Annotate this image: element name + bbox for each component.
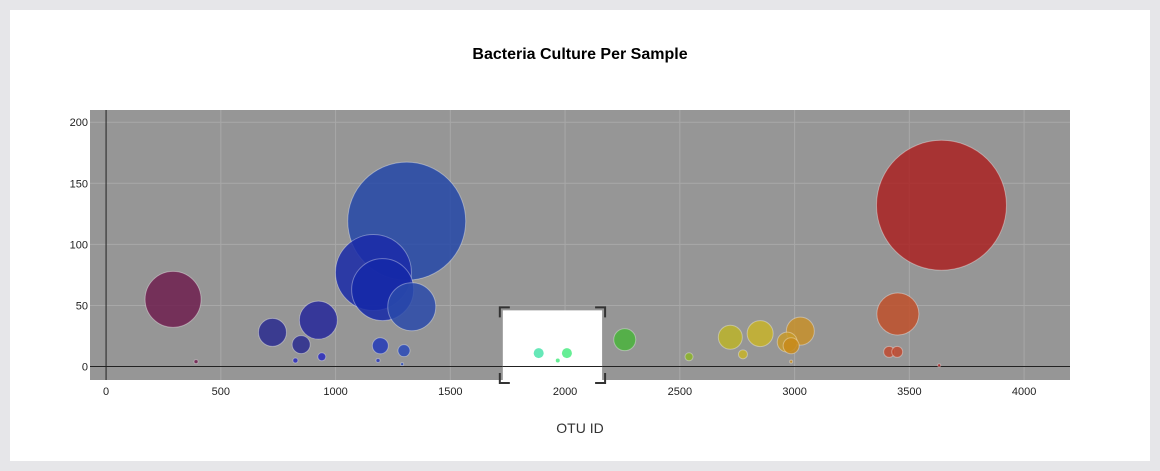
bubble-point[interactable] — [737, 349, 748, 360]
y-tick-label: 50 — [76, 300, 88, 312]
bubble-point[interactable] — [397, 344, 411, 358]
x-tick-label: 2500 — [668, 386, 692, 398]
y-tick-label: 0 — [82, 362, 88, 374]
selection-box[interactable] — [498, 306, 607, 384]
selected-bubble[interactable] — [561, 348, 572, 359]
bubble-chart[interactable]: 0 500 1000 1500 2000 2500 3000 3500 4000 0 50 100 15… — [10, 10, 1150, 461]
selection-fill — [502, 310, 603, 380]
bubble-point[interactable] — [876, 292, 920, 336]
selection-corner[interactable] — [498, 373, 510, 384]
bubble-point[interactable] — [144, 270, 202, 328]
bubble-point[interactable] — [746, 320, 774, 348]
bubble-point[interactable] — [292, 357, 299, 364]
x-tick-label: 3500 — [897, 386, 921, 398]
bubble-point[interactable] — [782, 337, 800, 355]
bubble-point[interactable] — [371, 337, 389, 355]
bubble-point[interactable] — [937, 363, 942, 368]
bubble-point[interactable] — [317, 352, 327, 362]
tick-labels: 0 500 1000 1500 2000 2500 3000 3500 4000 0 50 100 15… — [70, 117, 1037, 398]
x-tick-label: 1500 — [438, 386, 462, 398]
y-tick-label: 150 — [70, 178, 88, 190]
bubble-point[interactable] — [387, 282, 437, 332]
bubble-point[interactable] — [717, 324, 743, 350]
bubble-point[interactable] — [375, 357, 381, 363]
x-tick-label: 2000 — [553, 386, 577, 398]
bubble-point[interactable] — [400, 362, 405, 367]
bubbles — [144, 139, 1007, 368]
x-tick-label: 500 — [212, 386, 230, 398]
bubble-point[interactable] — [789, 359, 794, 364]
x-axis-title: OTU ID — [556, 420, 604, 436]
bubble-point[interactable] — [875, 139, 1007, 271]
selected-bubble[interactable] — [555, 358, 560, 363]
chart-title: Bacteria Culture Per Sample — [472, 46, 688, 63]
bubble-point[interactable] — [257, 317, 287, 347]
selection-corner[interactable] — [498, 306, 510, 318]
bubble-point[interactable] — [298, 300, 338, 340]
bubble-point[interactable] — [891, 345, 904, 358]
bubble-point[interactable] — [193, 359, 199, 365]
bubble-point[interactable] — [684, 352, 694, 362]
x-tick-label: 3000 — [782, 386, 806, 398]
bubble-point[interactable] — [613, 328, 637, 352]
selection-corner[interactable] — [595, 373, 607, 384]
x-tick-label: 4000 — [1012, 386, 1036, 398]
selected-bubble[interactable] — [533, 348, 544, 359]
chart-card: Bacteria Culture Per Sample 0 500 1000 1500… — [10, 10, 1150, 461]
selection-corner[interactable] — [595, 306, 607, 318]
bubble-point[interactable] — [291, 335, 311, 355]
x-tick-label: 0 — [103, 386, 109, 398]
y-tick-label: 100 — [70, 239, 88, 251]
x-tick-label: 1000 — [323, 386, 347, 398]
y-tick-label: 200 — [70, 117, 88, 129]
